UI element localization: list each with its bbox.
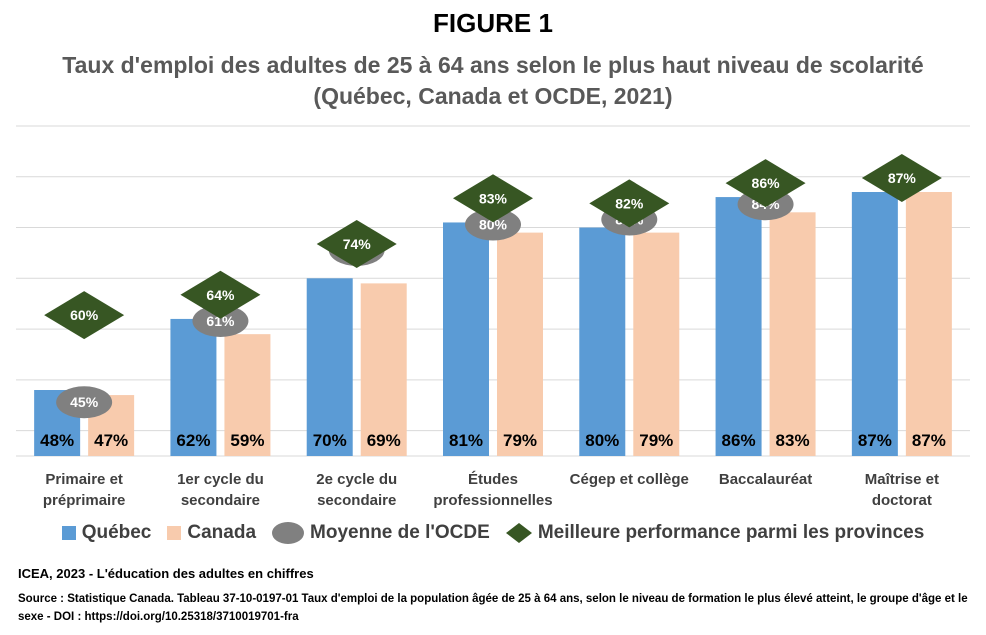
legend-swatch-best — [505, 523, 532, 543]
category-label: Baccalauréat — [719, 471, 812, 488]
category-label: Études — [468, 471, 518, 488]
data-label-quebec: 80% — [585, 431, 619, 450]
marker-best — [180, 270, 261, 319]
data-label-quebec: 48% — [40, 431, 74, 450]
data-label-canada: 79% — [503, 431, 537, 450]
marker-ocde — [465, 208, 521, 241]
data-label-quebec: 62% — [176, 431, 210, 450]
data-label-quebec: 81% — [449, 431, 483, 450]
legend-swatch-ocde — [272, 522, 305, 544]
legend-item-quebec: Québec — [61, 522, 152, 544]
legend-item-best: Meilleure performance parmi les province… — [505, 522, 925, 544]
marker-best — [453, 174, 533, 223]
data-label-best: 82% — [615, 195, 644, 211]
legend-label-best: Meilleure performance parmi les province… — [537, 522, 925, 543]
legend-item-canada: Canada — [167, 522, 256, 544]
bar-quebec — [715, 197, 762, 457]
legend-swatch-canada — [167, 526, 182, 540]
bar-quebec — [306, 278, 353, 456]
data-label-canada: 83% — [776, 431, 810, 450]
category-label: 2e cycle du — [316, 471, 397, 488]
legend-label-ocde: Moyenne de l'OCDE — [310, 522, 490, 543]
data-label-ocde: 80% — [479, 217, 508, 233]
bar-canada — [769, 212, 816, 456]
bar-quebec — [170, 318, 217, 456]
data-label-best: 74% — [343, 236, 372, 252]
bar-canada — [224, 334, 271, 456]
footer-citation: Source : Statistique Canada. Tableau 37-… — [18, 593, 968, 623]
legend-label-canada: Canada — [187, 522, 257, 543]
bar-quebec — [851, 192, 898, 456]
category-label: professionnelles — [433, 492, 552, 509]
bar-canada — [360, 283, 407, 456]
category-label: doctorat — [872, 492, 932, 509]
marker-best — [44, 291, 125, 340]
legend-item-ocde: Moyenne de l'OCDE — [272, 522, 490, 544]
bar-canada — [905, 192, 952, 456]
data-label-best: 86% — [752, 175, 781, 191]
data-label-ocde: 45% — [70, 394, 99, 410]
data-label-quebec: 86% — [722, 431, 756, 450]
data-label-ocde: 61% — [206, 313, 235, 329]
category-label: 1er cycle du — [177, 471, 264, 488]
data-label-canada: 59% — [230, 431, 264, 450]
data-label-canada: 79% — [639, 431, 673, 450]
chart-legend: Québec Canada Moyenne de l'OCDE Meilleur… — [0, 522, 986, 544]
data-label-quebec: 70% — [313, 431, 347, 450]
bar-quebec — [579, 227, 626, 456]
marker-best — [725, 159, 806, 208]
data-label-best: 83% — [479, 190, 508, 206]
marker-ocde — [56, 386, 113, 419]
chart-title: Taux d'emploi des adultes de 25 à 64 ans… — [62, 52, 924, 109]
data-label-best: 64% — [206, 287, 235, 303]
marker-best — [316, 220, 397, 268]
data-label-quebec: 87% — [858, 431, 892, 450]
legend-swatch-quebec — [61, 526, 76, 540]
data-label-best: 87% — [888, 170, 917, 186]
category-label: Maîtrise et — [865, 471, 939, 488]
data-label-canada: 69% — [367, 431, 401, 450]
bar-canada — [633, 232, 680, 456]
category-label: secondaire — [317, 492, 396, 509]
category-label: préprimaire — [43, 492, 126, 509]
data-label-canada: 87% — [912, 431, 946, 450]
bar-canada — [497, 232, 543, 456]
data-label-best: 60% — [70, 307, 99, 323]
footer-source-line: ICEA, 2023 - L'éducation des adultes en … — [18, 566, 314, 581]
marker-best — [589, 179, 670, 228]
marker-ocde — [192, 305, 249, 337]
bar-chart: 48% 47% 45% 60% Primaire et préprimaire 62% 59%… — [16, 125, 970, 509]
bar-quebec — [443, 222, 489, 456]
marker-best — [861, 154, 942, 202]
data-label-canada: 47% — [94, 431, 128, 450]
category-label: Primaire et — [45, 471, 123, 488]
legend-label-quebec: Québec — [81, 522, 152, 543]
figure-label: FIGURE 1 — [433, 8, 553, 38]
category-label: Cégep et collège — [570, 471, 689, 488]
category-label: secondaire — [181, 492, 260, 509]
